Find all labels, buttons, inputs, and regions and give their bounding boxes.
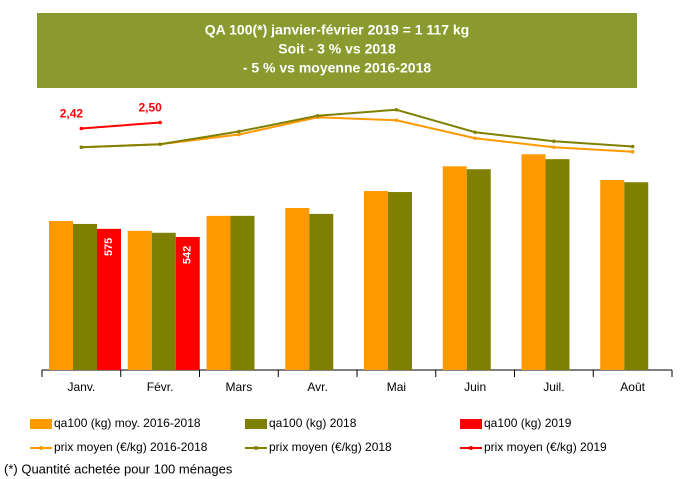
line-marker	[158, 142, 162, 147]
legend-label: qa100 (kg) 2018	[269, 416, 357, 430]
bar	[388, 192, 412, 370]
bar	[73, 223, 97, 370]
x-tick-label: Mai	[387, 380, 406, 394]
legend-swatch	[460, 419, 482, 429]
legend-swatch	[245, 419, 267, 429]
line	[81, 108, 633, 149]
bar	[206, 215, 231, 370]
line	[81, 121, 161, 130]
bar	[151, 232, 176, 370]
legend-swatch	[30, 419, 52, 429]
line-marker	[473, 136, 477, 141]
bar	[127, 230, 152, 370]
legend-swatch	[254, 446, 258, 450]
data-label: 575	[103, 238, 115, 256]
legend-label: qa100 (kg) moy. 2016-2018	[54, 416, 201, 430]
line-marker	[158, 120, 162, 125]
bar	[309, 213, 334, 370]
bar	[442, 166, 467, 370]
legend-label: prix moyen (€/kg) 2016-2018	[54, 440, 208, 454]
legend-label: qa100 (kg) 2019	[484, 416, 572, 430]
line-marker	[630, 149, 635, 154]
x-tick-label: Août	[620, 380, 645, 394]
bar	[230, 215, 255, 370]
x-tick-label: Avr.	[307, 380, 327, 394]
legend-label: prix moyen (€/kg) 2018	[269, 440, 392, 454]
x-tick-label: Juin	[464, 380, 486, 394]
line-marker	[552, 145, 556, 150]
line-marker	[237, 132, 241, 137]
data-label: 2,42	[60, 107, 84, 121]
bar	[364, 191, 388, 370]
bar	[175, 236, 200, 370]
data-label: 2,50	[138, 101, 162, 115]
bar	[466, 169, 491, 370]
bar	[285, 208, 310, 370]
line-marker	[315, 113, 320, 118]
footnote: (*) Quantité achetée pour 100 ménages	[4, 461, 233, 476]
line-marker	[630, 144, 635, 149]
x-tick-label: Févr.	[147, 380, 174, 394]
line	[81, 116, 633, 153]
line-marker	[473, 130, 477, 135]
annotation-box	[37, 13, 637, 88]
legend-swatch	[39, 446, 43, 450]
legend-label: prix moyen (€/kg) 2019	[484, 440, 607, 454]
bar	[97, 228, 121, 370]
line-marker	[79, 126, 84, 131]
line-marker	[79, 145, 84, 150]
line-marker	[552, 139, 556, 144]
line-marker	[394, 107, 399, 112]
line-marker	[394, 118, 399, 123]
annotation-line: - 5 % vs moyenne 2016-2018	[243, 60, 432, 76]
legend-swatch	[469, 446, 473, 450]
line-marker	[237, 129, 241, 134]
annotation-line: Soit - 3 % vs 2018	[278, 41, 396, 57]
bar	[624, 182, 649, 370]
data-label: 542	[182, 246, 194, 264]
bar	[49, 221, 73, 370]
bar	[600, 180, 625, 370]
bar	[521, 154, 546, 370]
x-tick-label: Mars	[226, 380, 253, 394]
bar	[545, 159, 570, 370]
x-tick-label: Janv.	[67, 380, 95, 394]
annotation-line: QA 100(*) janvier-février 2019 = 1 117 k…	[205, 22, 469, 38]
x-tick-label: Juil.	[543, 380, 564, 394]
